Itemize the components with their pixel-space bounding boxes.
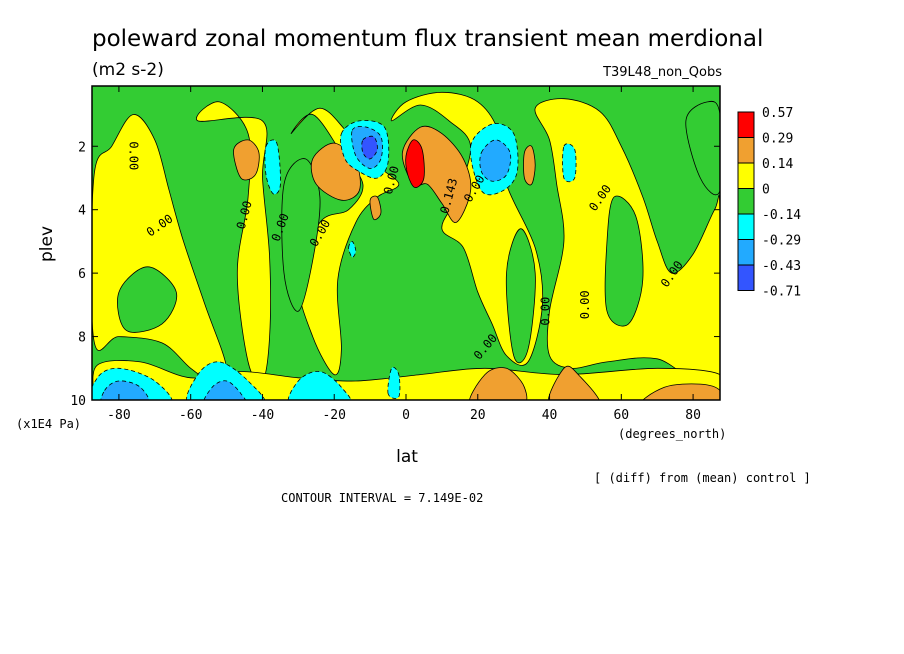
x-tick-label: -60 [179, 408, 202, 423]
y-units-label: (x1E4 Pa) [16, 417, 81, 431]
colorbar-label: -0.71 [762, 285, 801, 300]
contour-label: 0.00 [127, 141, 141, 170]
contour-patch [604, 195, 644, 327]
colorbar-swatch [737, 264, 755, 291]
y-tick-label: 8 [78, 331, 86, 346]
contour-patch [264, 139, 281, 195]
contour-patch [369, 195, 382, 221]
x-axis: -80 -60 -40 -20 0 20 40 60 80 [107, 86, 701, 423]
x-tick-label: -80 [107, 408, 130, 423]
colorbar-swatch [737, 239, 755, 266]
contour-interval: CONTOUR INTERVAL = 7.149E-02 [281, 491, 483, 505]
colorbar-label: -0.43 [762, 259, 801, 274]
colorbar-swatch [737, 162, 755, 189]
colorbar-label: 0.29 [762, 132, 793, 147]
colorbar-label: 0.14 [762, 157, 793, 172]
colorbar-swatch [737, 188, 755, 215]
colorbar: 0.57 0.29 0.14 0 -0.14 -0.29 -0.43 -0.71 [737, 106, 801, 300]
contour-patch [685, 100, 720, 196]
chart-units: (m2 s-2) [92, 60, 164, 80]
colorbar-swatch [737, 213, 755, 240]
contour-patch [523, 145, 536, 186]
contour-patch [479, 139, 512, 182]
contour-label: 0.00 [578, 290, 592, 319]
contour-patch [505, 228, 536, 364]
contour-patch [469, 367, 528, 400]
x-axis-label: lat [396, 447, 418, 467]
x-units-label: (degrees_north) [618, 427, 726, 441]
chart-title: poleward zonal momentum flux transient m… [92, 26, 763, 52]
colorbar-label: 0.57 [762, 106, 793, 121]
contour-patch [100, 380, 150, 400]
y-tick-label: 4 [78, 204, 86, 219]
contour-label: 0.00 [539, 297, 553, 326]
y-tick-label: 2 [78, 140, 86, 155]
x-tick-label: -20 [322, 408, 345, 423]
plot-area: -80 -60 -40 -20 0 20 40 60 80 2 4 6 8 10 0.00 0.00 0.0… [70, 85, 721, 423]
colorbar-label: -0.29 [762, 234, 801, 249]
run-label: T39L48_non_Qobs [602, 65, 722, 80]
y-tick-label: 10 [70, 394, 86, 409]
contour-patch [117, 266, 178, 333]
x-tick-label: -40 [251, 408, 274, 423]
contour-patch [287, 370, 352, 400]
contour-patch [642, 383, 720, 400]
colorbar-swatch [737, 111, 755, 138]
contour-patch [562, 143, 577, 183]
contour-patch [233, 139, 260, 181]
contour-patch [361, 135, 378, 160]
diff-note: [ (diff) from (mean) control ] [594, 471, 811, 485]
x-tick-label: 80 [685, 408, 701, 423]
contour-field [92, 91, 720, 400]
x-tick-label: 40 [542, 408, 558, 423]
y-axis-label: plev [37, 226, 57, 262]
contour-patch [548, 365, 600, 400]
colorbar-swatch [737, 137, 755, 164]
colorbar-label: 0 [762, 183, 770, 198]
contour-patch [348, 240, 357, 258]
contour-patch [203, 380, 247, 400]
contour-patch [405, 139, 425, 188]
x-tick-label: 0 [402, 408, 410, 423]
colorbar-label: -0.14 [762, 208, 801, 223]
y-axis: 2 4 6 8 10 [70, 140, 720, 409]
y-tick-label: 6 [78, 267, 86, 282]
x-tick-label: 20 [470, 408, 486, 423]
contour-patch [387, 366, 401, 399]
contour-patch [281, 158, 321, 312]
x-tick-label: 60 [613, 408, 629, 423]
